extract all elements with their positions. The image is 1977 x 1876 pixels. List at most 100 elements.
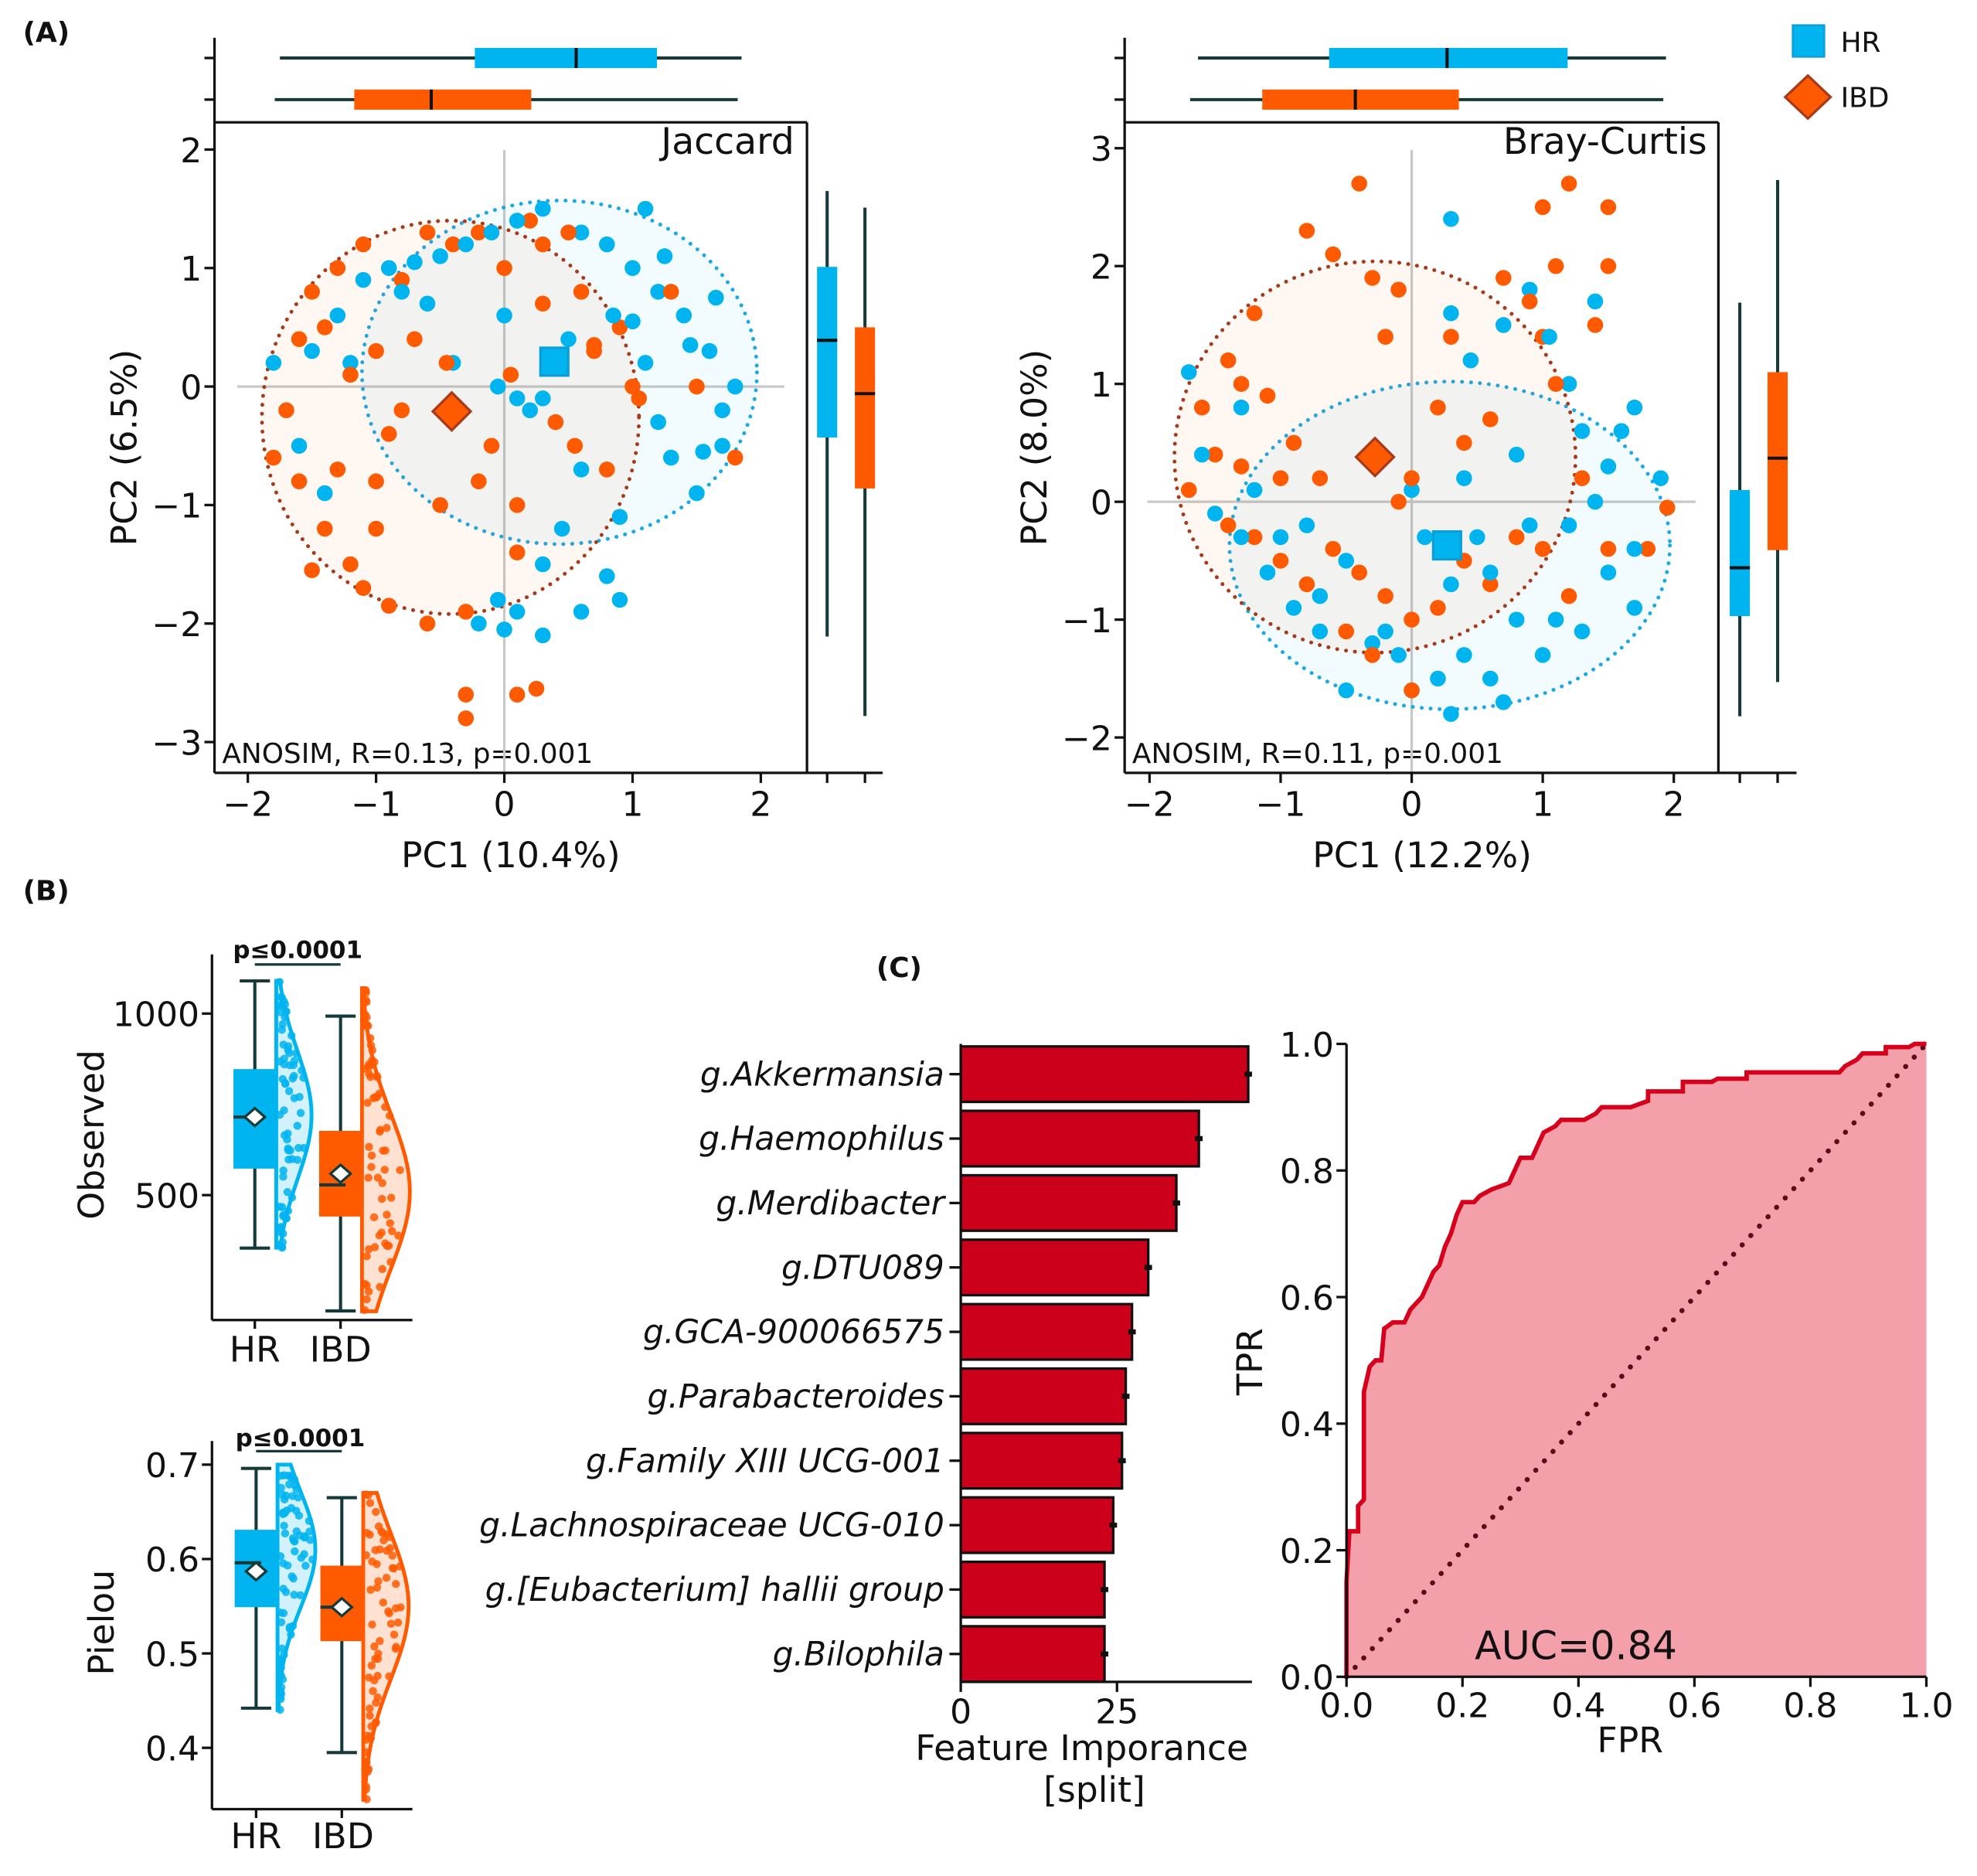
y-tick-label: 0.6 bbox=[1280, 1278, 1334, 1318]
ibd-sample-point bbox=[304, 562, 320, 578]
ibd-jitter-point bbox=[386, 1219, 394, 1227]
ibd-sample-point bbox=[1659, 499, 1676, 516]
ibd-jitter-point bbox=[390, 1564, 398, 1573]
ibd-jitter-point bbox=[366, 1073, 375, 1081]
x-tick-label: 1 bbox=[621, 785, 643, 824]
jaccard-ylabel: PC2 (6.5%) bbox=[104, 349, 145, 546]
ibd-sample-point bbox=[458, 686, 475, 703]
hr-jitter-point bbox=[282, 1214, 291, 1223]
ibd-sample-point bbox=[368, 342, 384, 359]
ibd-sample-point bbox=[291, 473, 308, 489]
ibd-mean-diamond bbox=[329, 1596, 354, 1618]
hr-sample-point bbox=[1547, 611, 1564, 628]
ibd-jitter-point bbox=[362, 1748, 370, 1757]
ibd-sample-point bbox=[1600, 257, 1617, 274]
y-tick-label: 0.8 bbox=[1280, 1152, 1334, 1192]
importance-bar bbox=[959, 1625, 1106, 1684]
y-tick-label: 0 bbox=[1091, 483, 1112, 523]
ibd-jitter-point bbox=[372, 1507, 380, 1517]
ibd-sample-point bbox=[291, 331, 308, 348]
ibd-sample-point bbox=[1508, 529, 1525, 546]
hr-sample-point bbox=[483, 224, 500, 241]
hr-jitter-point bbox=[294, 1493, 302, 1502]
ibd-jitter-point bbox=[362, 1251, 371, 1261]
hr-jitter-point bbox=[281, 1079, 290, 1088]
roc-ylabel: TPR bbox=[1230, 1328, 1271, 1396]
jaccard-xlabel: PC1 (10.4%) bbox=[401, 835, 621, 876]
hr-sample-point bbox=[509, 390, 526, 407]
hr-jitter-point bbox=[284, 1155, 293, 1164]
ibd-jitter-point bbox=[373, 1693, 382, 1702]
observed-pvalue: p≤0.0001 bbox=[233, 937, 362, 965]
ibd-jitter-point bbox=[362, 1020, 371, 1029]
hr-marginal-x-box bbox=[475, 47, 657, 69]
hr-sample-point bbox=[380, 260, 397, 277]
ibd-sample-point bbox=[278, 402, 294, 419]
ibd-sample-point bbox=[1259, 387, 1276, 404]
hr-sample-point bbox=[1456, 647, 1472, 663]
hr-jitter-point bbox=[293, 1122, 301, 1130]
ibd-sample-point bbox=[1364, 270, 1380, 286]
hr-sample-point bbox=[342, 355, 359, 371]
ibd-sample-point bbox=[419, 224, 436, 241]
ibd-sample-point bbox=[1220, 517, 1237, 533]
observed-ylabel: Observed bbox=[71, 1050, 112, 1220]
hr-jitter-point bbox=[284, 1480, 294, 1489]
ibd-sample-point bbox=[1521, 293, 1538, 310]
ibd-sample-point bbox=[496, 260, 512, 277]
hr-jitter-point bbox=[308, 1555, 317, 1564]
hr-sample-point bbox=[1443, 706, 1459, 722]
ibd-jitter-point bbox=[373, 1671, 382, 1680]
hr-jitter-point bbox=[277, 1671, 285, 1680]
bray-curtis-title: Bray-Curtis bbox=[1503, 121, 1707, 163]
hr-sample-point bbox=[329, 307, 346, 324]
hr-jitter-point bbox=[288, 1534, 298, 1543]
hr-jitter-point bbox=[295, 1092, 304, 1101]
hr-sample-point bbox=[1626, 600, 1643, 616]
ibd-jitter-point bbox=[386, 1258, 395, 1266]
ibd-jitter-point bbox=[367, 1163, 376, 1171]
roc-xlabel: FPR bbox=[1597, 1720, 1663, 1761]
bray-curtis-plot: −2 −1 0 1 2 −2 −1 0 1 2 3 bbox=[1062, 37, 1797, 824]
importance-bar bbox=[959, 1109, 1200, 1168]
hr-jitter-point bbox=[279, 1559, 288, 1568]
hr-jitter-point bbox=[292, 1485, 301, 1494]
hr-sample-point bbox=[1462, 352, 1479, 369]
hr-sample-point bbox=[1430, 670, 1446, 687]
hr-sample-point bbox=[1443, 210, 1459, 227]
ibd-jitter-point bbox=[383, 1546, 391, 1555]
ibd-jitter-point bbox=[391, 1579, 400, 1588]
ibd-jitter-point bbox=[360, 1064, 369, 1073]
hr-jitter-point bbox=[276, 1608, 285, 1617]
hr-sample-point bbox=[1193, 446, 1210, 463]
ibd-sample-point bbox=[1272, 553, 1289, 569]
ibd-sample-point bbox=[329, 461, 346, 478]
ibd-jitter-point bbox=[387, 1227, 396, 1235]
ibd-sample-point bbox=[502, 366, 519, 383]
ibd-jitter-point bbox=[362, 1764, 371, 1772]
ibd-jitter-point bbox=[362, 998, 371, 1006]
ibd-jitter-point bbox=[376, 1545, 384, 1554]
hr-jitter-point bbox=[281, 1529, 290, 1538]
ibd-sample-point bbox=[1233, 376, 1250, 392]
hr-jitter-point bbox=[280, 1060, 289, 1069]
hr-jitter-point bbox=[285, 1624, 294, 1633]
hr-jitter-point bbox=[280, 1471, 289, 1479]
ibd-sample-point bbox=[432, 497, 448, 513]
hr-jitter-point bbox=[280, 1521, 288, 1530]
ibd-jitter-point bbox=[385, 1609, 393, 1618]
y-tick-label: −3 bbox=[151, 724, 202, 763]
ibd-mean-diamond bbox=[328, 1163, 353, 1184]
hr-jitter-point bbox=[277, 1644, 286, 1653]
hr-jitter-point bbox=[297, 1554, 306, 1562]
hr-jitter-point bbox=[305, 1527, 314, 1536]
ibd-jitter-point bbox=[360, 1279, 369, 1289]
hr-sample-point bbox=[1652, 470, 1669, 486]
ibd-jitter-point bbox=[366, 1711, 374, 1720]
hr-jitter-point bbox=[279, 1173, 288, 1181]
y-tick-label: 0.6 bbox=[145, 1541, 199, 1580]
ibd-jitter-point bbox=[376, 1127, 384, 1136]
hr-sample-point bbox=[1456, 470, 1472, 486]
x-tick-label: 0 bbox=[1401, 785, 1423, 824]
hr-sample-point bbox=[1246, 482, 1263, 499]
